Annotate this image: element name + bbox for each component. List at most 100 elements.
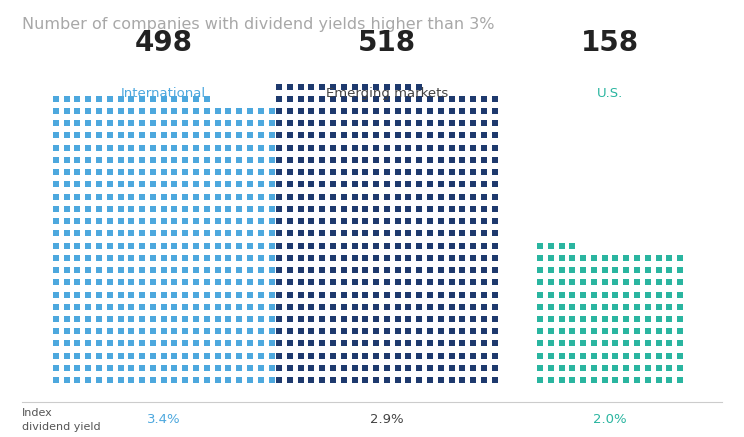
Point	[534, 242, 546, 249]
Point	[50, 303, 62, 310]
Point	[168, 291, 181, 298]
Point	[222, 303, 234, 310]
Point	[305, 316, 317, 323]
Point	[115, 267, 126, 274]
Point	[664, 291, 676, 298]
Point	[93, 230, 105, 237]
Point	[93, 364, 105, 371]
Point	[414, 316, 426, 323]
Point	[60, 316, 73, 323]
Point	[381, 169, 393, 176]
Point	[674, 267, 686, 274]
Point	[338, 83, 350, 90]
Point	[381, 193, 393, 200]
Point	[609, 328, 621, 335]
Point	[392, 144, 404, 151]
Point	[234, 193, 246, 200]
Point	[201, 218, 213, 225]
Point	[60, 218, 73, 225]
Point	[168, 254, 181, 261]
Point	[147, 364, 159, 371]
Point	[642, 303, 654, 310]
Point	[284, 352, 296, 359]
Point	[136, 242, 148, 249]
Point	[255, 291, 267, 298]
Point	[327, 254, 339, 261]
Point	[179, 132, 191, 139]
Point	[201, 230, 213, 237]
Point	[489, 254, 501, 261]
Point	[266, 108, 278, 114]
Point	[349, 291, 361, 298]
Point	[349, 242, 361, 249]
Point	[147, 303, 159, 310]
Point	[201, 193, 213, 200]
Point	[392, 193, 404, 200]
Point	[284, 364, 296, 371]
Point	[115, 193, 126, 200]
Point	[316, 267, 328, 274]
Point	[534, 377, 546, 384]
Point	[446, 218, 458, 225]
Point	[316, 95, 328, 102]
Point	[168, 352, 181, 359]
Point	[424, 156, 436, 163]
Point	[190, 352, 202, 359]
Point	[222, 193, 234, 200]
Point	[136, 193, 148, 200]
Point	[556, 364, 568, 371]
Point	[255, 364, 267, 371]
Point	[115, 291, 126, 298]
Point	[158, 254, 170, 261]
Point	[266, 169, 278, 176]
Point	[273, 218, 285, 225]
Point	[147, 291, 159, 298]
Point	[244, 303, 256, 310]
Point	[467, 230, 479, 237]
Point	[467, 377, 479, 384]
Point	[50, 108, 62, 114]
Point	[305, 352, 317, 359]
Point	[50, 267, 62, 274]
Point	[71, 205, 83, 212]
Point	[168, 120, 181, 127]
Point	[534, 364, 546, 371]
Point	[457, 328, 469, 335]
Point	[244, 254, 256, 261]
Point	[273, 352, 285, 359]
Point	[349, 95, 361, 102]
Point	[284, 95, 296, 102]
Point	[50, 352, 62, 359]
Point	[93, 340, 105, 347]
Point	[467, 193, 479, 200]
Point	[60, 181, 73, 188]
Point	[190, 132, 202, 139]
Point	[179, 364, 191, 371]
Point	[414, 267, 426, 274]
Point	[284, 120, 296, 127]
Point	[467, 181, 479, 188]
Point	[556, 352, 568, 359]
Point	[60, 108, 73, 114]
Point	[577, 352, 589, 359]
Point	[305, 291, 317, 298]
Point	[158, 328, 170, 335]
Point	[158, 108, 170, 114]
Point	[371, 267, 382, 274]
Point	[652, 352, 664, 359]
Point	[316, 328, 328, 335]
Point	[93, 377, 105, 384]
Point	[295, 108, 307, 114]
Point	[305, 364, 317, 371]
Point	[349, 120, 361, 127]
Point	[652, 279, 664, 286]
Point	[349, 156, 361, 163]
Point	[359, 291, 371, 298]
Point	[478, 205, 490, 212]
Point	[295, 156, 307, 163]
Point	[327, 156, 339, 163]
Point	[316, 132, 328, 139]
Point	[371, 132, 382, 139]
Point	[392, 316, 404, 323]
Point	[316, 205, 328, 212]
